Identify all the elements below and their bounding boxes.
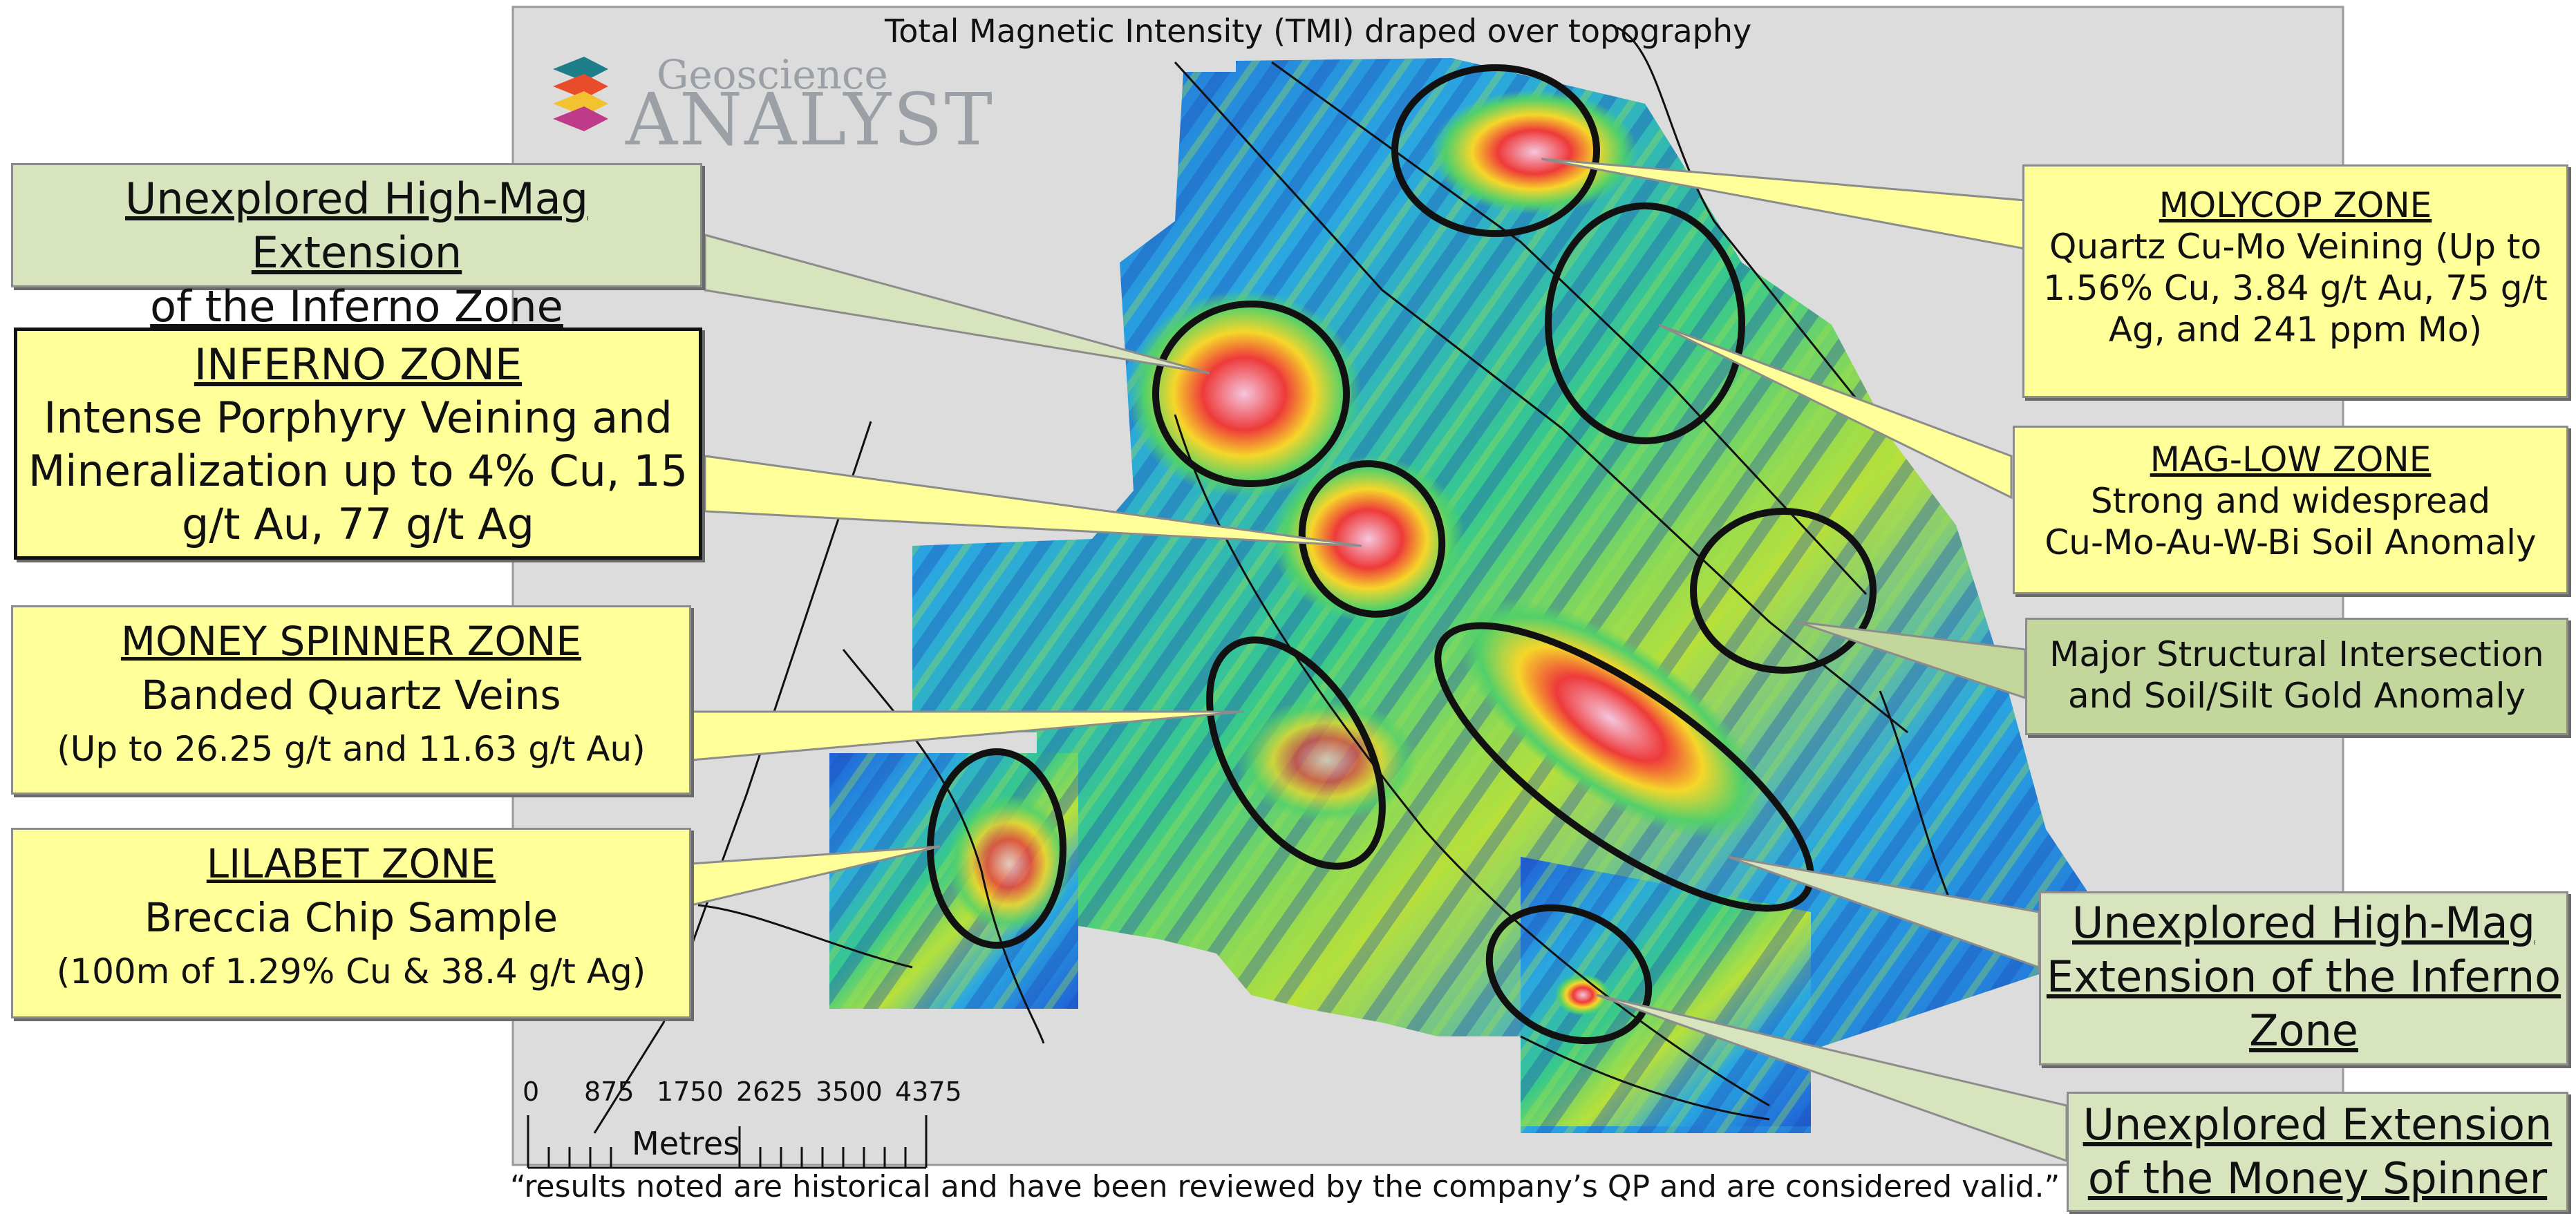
callout-line: Unexplored High-Mag <box>2072 898 2535 948</box>
callout-line: and Soil/Silt Gold Anomaly <box>2067 676 2526 716</box>
callout-line: Zone <box>2249 1005 2358 1056</box>
callout-inferno-zone: INFERNO ZONE Intense Porphyry Veining an… <box>14 328 702 560</box>
callout-line: of the Inferno Zone <box>150 281 563 332</box>
scale-tick-0: 0 <box>523 1077 540 1107</box>
geoscience-logo-icon <box>553 57 608 131</box>
outline-inferno-ext-bottom <box>1434 622 1814 912</box>
callout-line: Intense Porphyry Veining and <box>44 392 673 443</box>
disclaimer-caption: “results noted are historical and have b… <box>510 1169 2060 1204</box>
callout-title: LILABET ZONE <box>206 840 496 887</box>
callout-line: Ag, and 241 ppm Mo) <box>2108 310 2483 350</box>
outline-molycop <box>1391 64 1600 237</box>
outline-structural <box>1690 508 1877 674</box>
callout-inferno-extension-top: Unexplored High-Mag Extension of the Inf… <box>11 163 702 332</box>
logo-text-analyst: ANALYST <box>626 77 995 162</box>
anomaly-outlines <box>927 64 1877 1045</box>
callout-line: Extension of the Inferno <box>2046 951 2561 1002</box>
callout-line: Unexplored High-Mag Extension <box>125 173 588 278</box>
outline-mag-low <box>1545 202 1745 444</box>
callout-line: (100m of 1.29% Cu & 38.4 g/t Ag) <box>56 951 646 992</box>
callout-line: Breccia Chip Sample <box>144 894 558 941</box>
callout-inferno-extension-bottom: Unexplored High-Mag Extension of the Inf… <box>2039 891 2568 1065</box>
callout-line: Mineralization up to 4% Cu, 15 <box>28 446 688 496</box>
scale-tick-875: 875 <box>584 1077 634 1107</box>
callout-structural-intersection: Major Structural Intersection and Soil/S… <box>2025 618 2568 735</box>
scale-tick-1750: 1750 <box>657 1077 724 1107</box>
callout-title: MOLYCOP ZONE <box>2159 185 2432 225</box>
callout-line: Strong and widespread <box>2090 481 2491 521</box>
callout-title: MONEY SPINNER ZONE <box>120 618 582 665</box>
callout-mag-low-zone: MAG-LOW ZONE Strong and widespread Cu-Mo… <box>2013 426 2568 594</box>
callout-line: (Up to 26.25 g/t and 11.63 g/t Au) <box>57 729 646 769</box>
outline-inferno-ext-top <box>1152 301 1350 487</box>
callout-line: Unexplored Extension <box>2083 1099 2553 1150</box>
callout-line: of the Money Spinner <box>2087 1153 2548 1204</box>
scale-unit-label: Metres <box>632 1125 740 1162</box>
scale-tick-4375: 4375 <box>895 1077 962 1107</box>
scale-bar <box>527 1115 928 1169</box>
callout-line: 1.56% Cu, 3.84 g/t Au, 75 g/t <box>2043 268 2548 308</box>
callout-title: INFERNO ZONE <box>194 339 523 390</box>
structure-lines <box>593 26 1950 1134</box>
callout-line: Banded Quartz Veins <box>141 672 561 719</box>
outline-money-spinner <box>1206 636 1386 870</box>
callout-line: Quartz Cu-Mo Veining (Up to <box>2049 227 2542 267</box>
scale-tick-2625: 2625 <box>736 1077 803 1107</box>
callout-molycop-zone: MOLYCOP ZONE Quartz Cu-Mo Veining (Up to… <box>2022 164 2568 398</box>
callout-lilabet-zone: LILABET ZONE Breccia Chip Sample (100m o… <box>11 828 691 1018</box>
callout-line: g/t Au, 77 g/t Ag <box>181 499 535 549</box>
callout-line: Major Structural Intersection <box>2049 634 2544 674</box>
callout-money-spinner-extension: Unexplored Extension of the Money Spinne… <box>2067 1092 2568 1212</box>
logo-text-geoscience: Geoscience <box>657 51 888 98</box>
callout-money-spinner-zone: MONEY SPINNER ZONE Banded Quartz Veins (… <box>11 605 691 795</box>
callout-title: MAG-LOW ZONE <box>2150 439 2432 480</box>
callout-line: Cu-Mo-Au-W-Bi Soil Anomaly <box>2044 522 2537 562</box>
outline-inferno <box>1298 460 1446 618</box>
map-title: Total Magnetic Intensity (TMI) draped ov… <box>885 12 1752 50</box>
scale-tick-3500: 3500 <box>816 1077 883 1107</box>
callout-leaders <box>690 158 2068 1163</box>
